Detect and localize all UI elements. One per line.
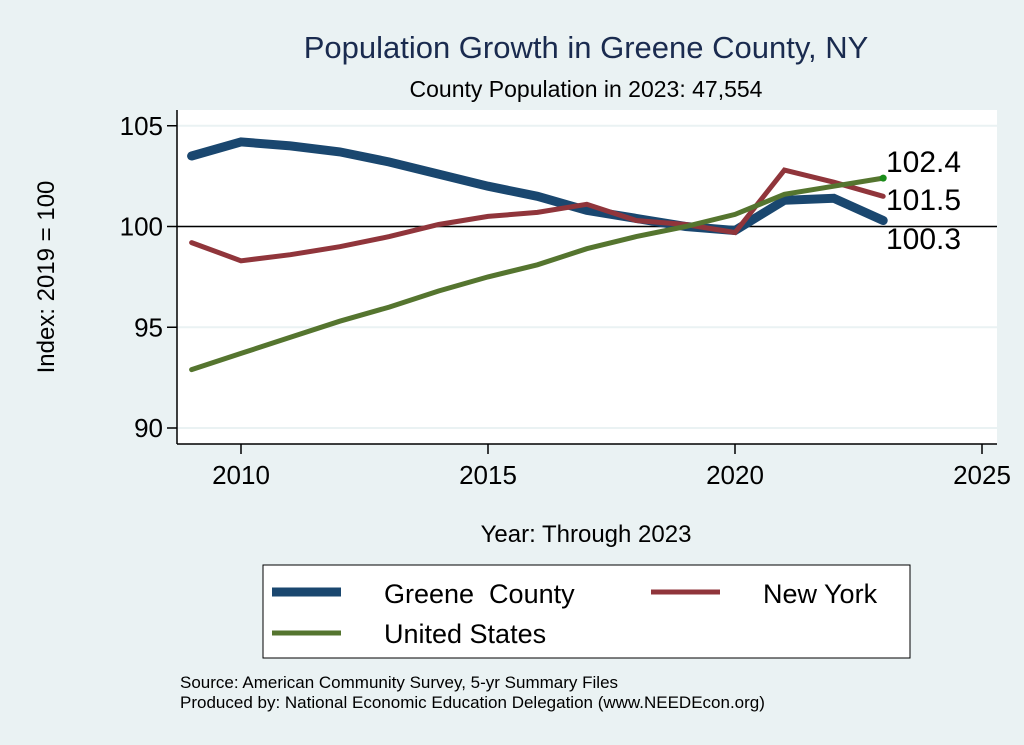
chart-title: Population Growth in Greene County, NY [304, 30, 869, 65]
y-tick-label: 100 [120, 212, 163, 242]
end-marker-united-states [879, 174, 887, 182]
series-line-united-states [189, 175, 886, 373]
y-tick-label: 90 [134, 413, 163, 443]
x-tick-label: 2025 [953, 460, 1011, 490]
y-tick-label: 95 [134, 312, 163, 342]
series-line-greene-county [187, 137, 888, 236]
x-tick-label: 2015 [459, 460, 517, 490]
end-label-new-york: 101.5 [886, 184, 961, 217]
legend-label-new-york: New York [763, 579, 878, 609]
x-tick-label: 2020 [706, 460, 764, 490]
legend-label-united-states: United States [384, 619, 546, 649]
end-label-greene-county: 100.3 [886, 223, 961, 256]
x-axis-title: Year: Through 2023 [481, 521, 692, 548]
y-axis-title: Index: 2019 = 100 [33, 181, 60, 374]
producer-note: Produced by: National Economic Education… [180, 693, 765, 712]
legend-label-greene-county: Greene County [384, 579, 575, 609]
end-label-united-states: 102.4 [886, 146, 961, 179]
chart-subtitle: County Population in 2023: 47,554 [410, 76, 763, 102]
legend: Greene County New York United States [262, 564, 911, 659]
source-note: Source: American Community Survey, 5-yr … [180, 673, 618, 692]
x-tick-label: 2010 [212, 460, 270, 490]
plot-area [177, 110, 997, 444]
y-tick-label: 105 [120, 111, 163, 141]
series-line-new-york [189, 167, 886, 264]
legend-box [262, 564, 911, 659]
